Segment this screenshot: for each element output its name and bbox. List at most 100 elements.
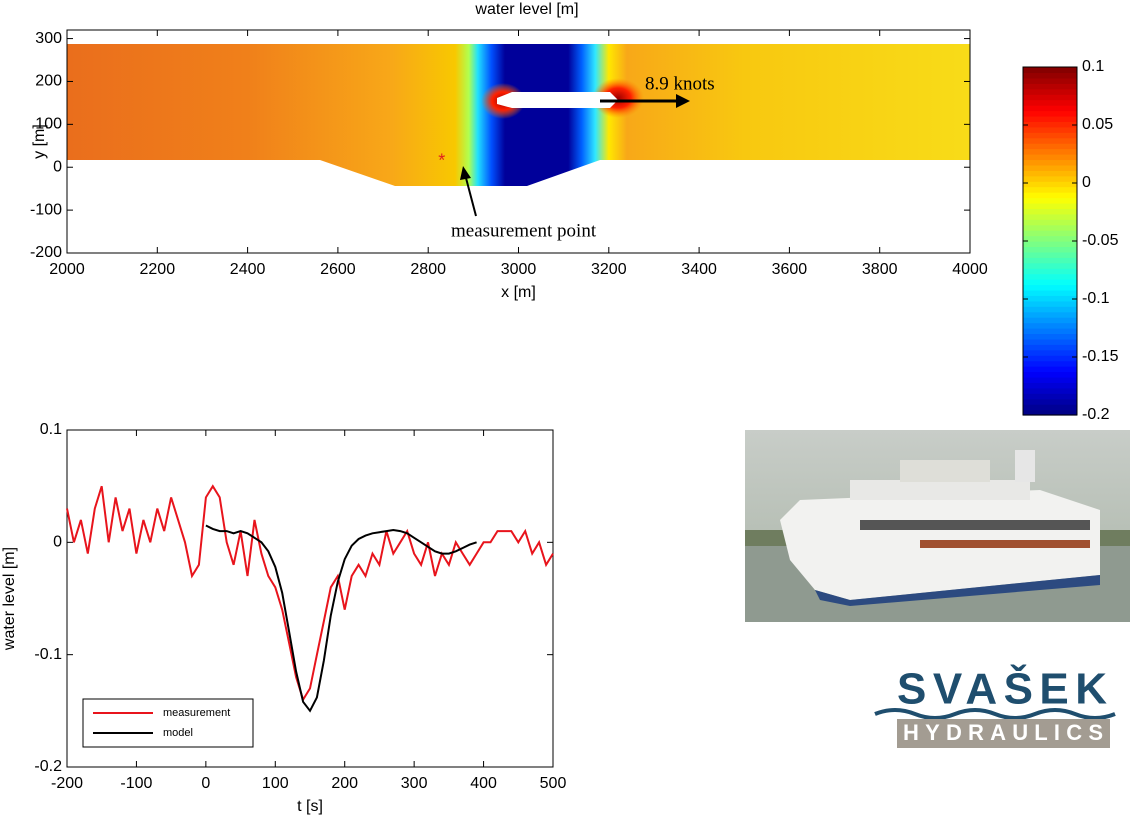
colorbar-tick-label: -0.15 bbox=[1082, 348, 1119, 365]
series-line bbox=[205, 524, 477, 713]
colorbar-tick-label: 0 bbox=[1082, 174, 1091, 191]
y-tick-label: 200 bbox=[35, 73, 62, 90]
colorbar-cell bbox=[1023, 88, 1077, 95]
x-tick-label: 2400 bbox=[230, 261, 266, 278]
y-tick-label: 0 bbox=[53, 158, 62, 175]
colorbar-cell bbox=[1023, 121, 1077, 128]
colorbar-cell bbox=[1023, 295, 1077, 302]
y-tick-label: -100 bbox=[30, 201, 62, 218]
y-tick-label: 100 bbox=[35, 116, 62, 133]
arrow-head bbox=[460, 166, 471, 180]
colorbar-cell bbox=[1023, 230, 1077, 237]
colorbar-cell bbox=[1023, 241, 1077, 248]
colorbar-cell bbox=[1023, 83, 1077, 90]
y-axis-label: y [m] bbox=[31, 124, 48, 159]
colorbar-cell bbox=[1023, 344, 1077, 351]
colorbar-cell bbox=[1023, 126, 1077, 133]
colorbar-cell bbox=[1023, 376, 1077, 383]
x-tick-label: -100 bbox=[120, 775, 152, 792]
colorbar-cell bbox=[1023, 148, 1077, 155]
x-tick-label: 500 bbox=[540, 775, 567, 792]
logo: SVAŠEK HYDRAULICS bbox=[874, 663, 1116, 748]
colorbar-cell bbox=[1023, 306, 1077, 313]
colorbar-cell bbox=[1023, 311, 1077, 318]
series-line bbox=[66, 484, 554, 702]
colorbar-cell bbox=[1023, 110, 1077, 117]
colorbar-cell bbox=[1023, 94, 1077, 101]
x-tick-label: 200 bbox=[331, 775, 358, 792]
x-tick-label: 2000 bbox=[49, 261, 85, 278]
x-tick-label: -200 bbox=[51, 775, 83, 792]
x-tick-label: 0 bbox=[201, 775, 210, 792]
colorbar-cell bbox=[1023, 393, 1077, 400]
colorbar-cell bbox=[1023, 300, 1077, 307]
x-tick-label: 3400 bbox=[681, 261, 717, 278]
water-field bbox=[67, 44, 970, 186]
colorbar-cell bbox=[1023, 213, 1077, 220]
colorbar-cell bbox=[1023, 279, 1077, 286]
arrow bbox=[465, 177, 477, 217]
colorbar-cell bbox=[1023, 186, 1077, 193]
colorbar-cell bbox=[1023, 349, 1077, 356]
colorbar-cell bbox=[1023, 132, 1077, 139]
x-tick-label: 2200 bbox=[140, 261, 176, 278]
colorbar-cell bbox=[1023, 164, 1077, 171]
legend-label: measurement bbox=[163, 707, 230, 719]
colorbar-cell bbox=[1023, 154, 1077, 161]
x-tick-label: 3000 bbox=[501, 261, 537, 278]
colorbar-cell bbox=[1023, 398, 1077, 405]
x-tick-label: 2800 bbox=[410, 261, 446, 278]
colorbar-tick-label: -0.05 bbox=[1082, 232, 1119, 249]
colorbar-cell bbox=[1023, 387, 1077, 394]
colorbar-cell bbox=[1023, 333, 1077, 340]
colorbar-cell bbox=[1023, 105, 1077, 112]
colorbar-tick-label: 0.1 bbox=[1082, 58, 1104, 75]
colorbar-cell bbox=[1023, 219, 1077, 226]
x-tick-label: 400 bbox=[470, 775, 497, 792]
legend-box bbox=[82, 698, 254, 748]
x-tick-label: 3600 bbox=[772, 261, 808, 278]
x-axis-label: t [s] bbox=[297, 798, 323, 815]
colorbar-tick-label: -0.2 bbox=[1082, 406, 1110, 423]
colorbar-cell bbox=[1023, 262, 1077, 269]
colorbar-cell bbox=[1023, 289, 1077, 296]
x-tick-label: 300 bbox=[401, 775, 428, 792]
colorbar-cell bbox=[1023, 175, 1077, 182]
colorbar-cell bbox=[1023, 382, 1077, 389]
arrow-head bbox=[676, 94, 690, 108]
x-tick-label: 100 bbox=[262, 775, 289, 792]
y-tick-label: 0.1 bbox=[40, 421, 62, 438]
colorbar-cell bbox=[1023, 257, 1077, 264]
colorbar-cell bbox=[1023, 355, 1077, 362]
x-tick-label: 3200 bbox=[591, 261, 627, 278]
colorbar-cell bbox=[1023, 115, 1077, 122]
colorbar-cell bbox=[1023, 143, 1077, 150]
colorbar-cell bbox=[1023, 246, 1077, 253]
y-tick-label: 300 bbox=[35, 30, 62, 47]
colorbar-cell bbox=[1023, 72, 1077, 79]
colorbar-cell bbox=[1023, 67, 1077, 74]
colorbar-tick-label: 0.05 bbox=[1082, 116, 1113, 133]
logo-subtitle: HYDRAULICS bbox=[903, 720, 1103, 745]
x-tick-label: 4000 bbox=[952, 261, 988, 278]
y-axis-label: water level [m] bbox=[1, 547, 18, 651]
colorbar-cell bbox=[1023, 284, 1077, 291]
colorbar-cell bbox=[1023, 328, 1077, 335]
x-tick-label: 3800 bbox=[862, 261, 898, 278]
legend-label: model bbox=[163, 727, 193, 739]
x-tick-label: 2600 bbox=[320, 261, 356, 278]
y-tick-label: -0.1 bbox=[34, 646, 62, 663]
colorbar-cell bbox=[1023, 317, 1077, 324]
annotation: measurement point bbox=[451, 220, 597, 241]
logo-name: SVAŠEK bbox=[897, 663, 1107, 714]
colorbar-cell bbox=[1023, 181, 1077, 188]
colorbar-cell bbox=[1023, 338, 1077, 345]
y-tick-label: 0 bbox=[53, 534, 62, 551]
colorbar-cell bbox=[1023, 371, 1077, 378]
axes-box bbox=[66, 429, 554, 768]
colorbar-cell bbox=[1023, 360, 1077, 367]
colorbar-cell bbox=[1023, 202, 1077, 209]
x-axis-label: x [m] bbox=[501, 284, 536, 301]
colorbar-cell bbox=[1023, 409, 1077, 416]
colorbar-cell bbox=[1023, 99, 1077, 106]
